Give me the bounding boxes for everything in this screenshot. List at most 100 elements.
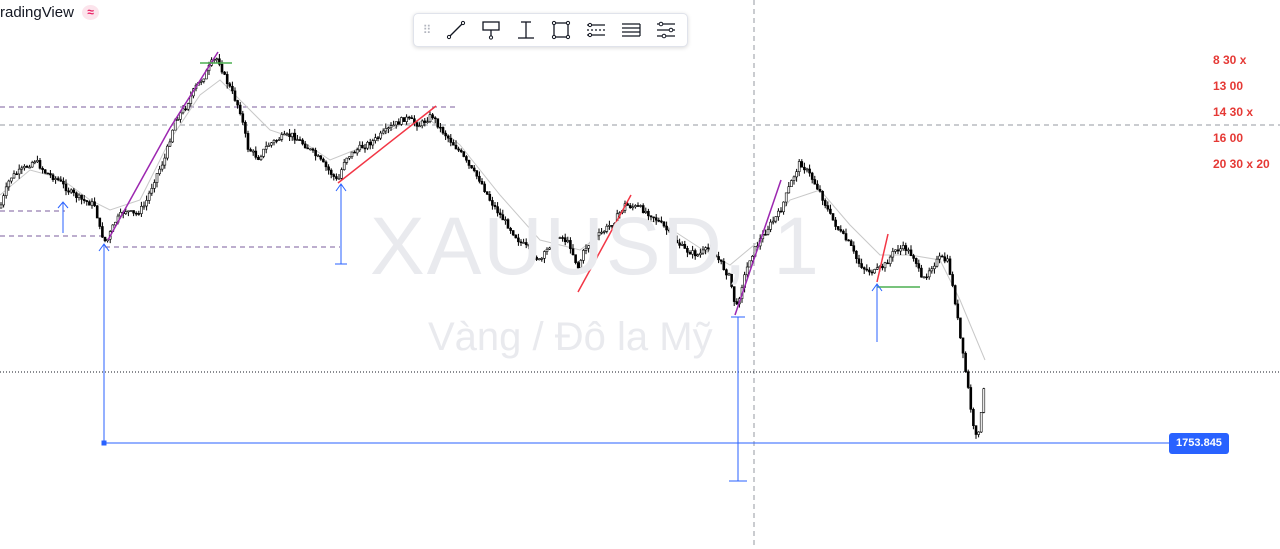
candle-body [54,178,57,180]
candle-body [488,193,492,201]
candle-body [134,212,138,215]
candle-body [511,230,515,236]
candle-body [75,192,78,198]
candle-body [348,156,351,159]
settings-sliders-icon[interactable] [648,15,683,45]
candle-body [834,219,837,227]
candle-body [290,132,294,137]
candle-body [49,173,52,176]
candle-body [150,188,154,194]
session-label-4: 16 00 [1213,131,1244,145]
candle-body [384,128,388,132]
candle-body [491,200,494,206]
candle-body [899,248,902,252]
candle-body [821,191,824,201]
rectangle-icon[interactable] [543,15,578,45]
measure-arrow-1[interactable] [57,201,69,233]
candle-body [322,158,325,163]
candle-body [894,249,897,252]
candle-body [922,276,926,279]
drag-grip-icon[interactable]: ⠿ [422,23,432,37]
impulse-line-red-3[interactable] [876,233,889,283]
candle-body [558,237,562,239]
impulse-line-red-2[interactable] [577,194,632,293]
candle-body [498,212,502,215]
candle-body [379,132,382,139]
sliders-icon[interactable] [578,15,613,45]
candle-body [303,143,307,149]
candle-body [452,142,455,146]
candle-body [691,250,694,255]
drawing-toolbar[interactable]: ⠿ [413,13,688,47]
candle-body [636,205,640,207]
price-label-badge[interactable]: 1753.845 [1169,433,1229,454]
candle-body [956,303,960,319]
candle-body [904,245,908,251]
candle-body [933,265,936,270]
candle-body [524,242,528,246]
candle-body [797,161,801,172]
candle-body [394,121,398,126]
candle-body [873,269,876,274]
candle-body [10,177,13,182]
candle-body [98,217,102,227]
candle-body [582,250,585,261]
candle-body [309,148,312,151]
candle-body [277,139,281,141]
candle-body [30,162,34,168]
candle-body [836,226,840,230]
candle-body [381,130,385,134]
candle-body [862,267,866,270]
candle-body [920,267,923,278]
candle-body [748,260,752,268]
candle-body [540,258,544,260]
candle-body [218,58,221,65]
candle-body [467,159,471,166]
impulse-line-red-1[interactable] [337,105,437,184]
candle-body [168,141,172,147]
candle-body [584,247,588,251]
text-cursor-icon[interactable] [508,15,543,45]
candle-body [410,117,414,120]
candle-body [959,317,962,339]
candle-body [844,233,848,241]
candle-body [15,173,18,176]
impulse-line-purple-2[interactable] [169,51,219,129]
ema-line [0,79,986,361]
candle-body [311,148,315,151]
candle-body [857,258,861,264]
brand-badge-icon[interactable]: ≈ [82,5,99,20]
impulse-line-purple-1[interactable] [107,127,171,241]
candle-body [771,220,775,223]
candle-body [202,78,206,82]
candle-body [686,248,689,253]
align-lines-icon[interactable] [613,15,648,45]
candle-body [527,244,531,247]
candle-body [709,248,713,253]
measure-arrow-3[interactable] [335,183,347,265]
candle-body [127,210,130,213]
candle-body [264,146,268,150]
measure-arrow-5[interactable] [871,283,883,342]
candle-body [563,237,567,243]
impulse-line-purple-3[interactable] [734,179,782,316]
candle-body [704,247,707,251]
measure-arrow-4[interactable] [729,316,747,482]
candle-body [537,258,541,261]
candle-body [77,194,81,198]
flag-icon[interactable] [473,15,508,45]
trend-line-icon[interactable] [438,15,473,45]
candle-body [171,129,174,143]
candle-body [506,219,510,229]
candle-body [805,168,809,171]
candle-body [225,74,229,85]
measure-arrow-2[interactable] [98,243,110,446]
candle-body [865,268,869,271]
candle-body [257,157,260,160]
candle-body [810,172,814,180]
candle-body [67,190,70,193]
candle-body [241,113,245,123]
candle-body [522,242,525,244]
candle-body [137,213,141,215]
